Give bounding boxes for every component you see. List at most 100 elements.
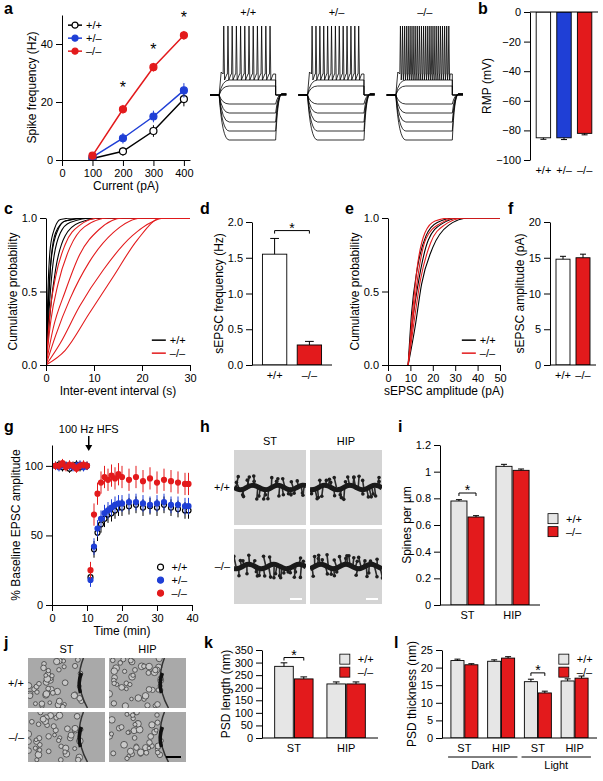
annotation: * xyxy=(120,79,126,96)
vesicle xyxy=(57,668,61,672)
tick-label: 20 xyxy=(136,372,148,384)
tick-mark xyxy=(388,365,389,371)
tick-mark xyxy=(56,44,62,45)
tick-label: 30 xyxy=(151,612,163,624)
panel-letter: b xyxy=(478,0,488,17)
legend-label: –/– xyxy=(86,45,102,57)
legend-label: –/– xyxy=(577,666,593,678)
legend: +/+–/– xyxy=(340,653,374,678)
vesicle xyxy=(155,702,161,708)
tick-label: ST xyxy=(287,742,301,754)
marker xyxy=(95,491,100,496)
spine-head xyxy=(347,554,351,558)
vesicle xyxy=(41,665,47,671)
error-bar xyxy=(473,516,479,517)
spine-head xyxy=(374,494,378,498)
trace xyxy=(298,26,374,95)
tick: 30 xyxy=(151,605,163,624)
tick: 30 xyxy=(450,365,462,384)
tick-label: 30 xyxy=(450,372,462,384)
tick-mark xyxy=(256,650,262,651)
vesicle xyxy=(126,731,130,735)
tick-label: –/– xyxy=(575,369,591,381)
tick: 10 xyxy=(529,288,550,300)
legend: +/+–/– xyxy=(548,513,582,538)
x-axis: STHIP xyxy=(287,738,355,754)
marker xyxy=(85,463,90,468)
vesicle xyxy=(129,659,135,665)
psd xyxy=(160,727,162,747)
series xyxy=(53,460,191,587)
tick-mark xyxy=(434,605,440,606)
tick: 15 xyxy=(529,252,550,264)
plot-area xyxy=(556,254,590,365)
tick-label: 150 xyxy=(235,694,253,706)
series xyxy=(46,218,190,365)
vesicle xyxy=(68,732,74,738)
spine-head xyxy=(346,475,350,479)
image-ground xyxy=(310,450,382,525)
spine-head xyxy=(352,475,356,479)
micrograph xyxy=(28,658,105,708)
trace xyxy=(210,26,286,95)
marker xyxy=(148,476,153,481)
series-line xyxy=(92,35,183,155)
tick-mark xyxy=(94,365,95,371)
legend-swatch xyxy=(340,654,350,664)
legend-item: –/– xyxy=(158,587,188,599)
tick: 0.5 xyxy=(22,286,46,298)
legend-label: +/+ xyxy=(170,334,186,346)
vesicle xyxy=(53,733,57,737)
legend-label: –/– xyxy=(172,587,188,599)
annotation: * xyxy=(289,220,295,236)
tick: 40 xyxy=(186,605,198,624)
legend-label: +/+ xyxy=(566,513,582,525)
curve xyxy=(46,218,190,365)
tick: 0.0 xyxy=(22,359,46,371)
tick: 20 xyxy=(116,605,128,624)
error-bar xyxy=(353,682,360,684)
vesicle xyxy=(111,701,116,706)
series xyxy=(53,460,191,584)
marker xyxy=(92,512,97,517)
micrograph xyxy=(234,450,306,525)
error-bar xyxy=(300,677,307,679)
spine-head xyxy=(289,571,293,575)
tick-label: 0 xyxy=(59,167,65,179)
dendrite xyxy=(310,485,382,489)
vesicle xyxy=(147,746,151,750)
tick: 0.4 xyxy=(416,546,440,558)
tick-label: 0 xyxy=(535,359,541,371)
tick: 0.2 xyxy=(416,572,440,584)
bar xyxy=(557,12,571,138)
tick: 10 xyxy=(81,605,93,624)
y-axis-title: PSD thickness (nm) xyxy=(405,641,419,747)
image-ground xyxy=(109,712,186,762)
tick-label: −60 xyxy=(502,95,521,107)
marker xyxy=(85,463,90,468)
panel-letter: l xyxy=(394,634,398,651)
legend: +/+–/– xyxy=(462,334,496,359)
vesicle xyxy=(28,748,31,753)
tick-label: 20 xyxy=(427,372,439,384)
legend-label: +/+ xyxy=(358,653,374,665)
tick-mark xyxy=(46,365,47,371)
x-axis: +/++/––/– xyxy=(535,160,593,176)
panel-letter: i xyxy=(398,418,402,435)
curve xyxy=(46,218,190,365)
vesicle xyxy=(35,690,39,694)
tick-mark xyxy=(256,713,262,714)
spine-head xyxy=(317,496,321,500)
x-axis: STHIPSTHIP xyxy=(457,738,583,754)
y-axis: 050100150200250300350 xyxy=(235,644,263,744)
bar xyxy=(502,658,515,738)
x-axis-title: Current (pA) xyxy=(93,179,159,193)
annotation: * xyxy=(535,662,541,678)
spine-head xyxy=(342,498,346,502)
annotation: * xyxy=(181,9,187,26)
tick: 40 xyxy=(472,365,484,384)
vesicle xyxy=(57,738,61,742)
spine-head xyxy=(311,574,315,578)
tick-mark xyxy=(92,160,93,166)
spine-head xyxy=(344,480,348,484)
